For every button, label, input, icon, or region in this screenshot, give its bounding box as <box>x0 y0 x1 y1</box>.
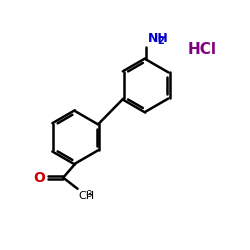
Text: CH: CH <box>79 191 95 201</box>
Text: 3: 3 <box>86 190 92 199</box>
Text: NH: NH <box>148 32 169 45</box>
Text: 2: 2 <box>158 36 164 46</box>
Text: HCl: HCl <box>187 42 216 57</box>
Text: O: O <box>34 171 46 185</box>
